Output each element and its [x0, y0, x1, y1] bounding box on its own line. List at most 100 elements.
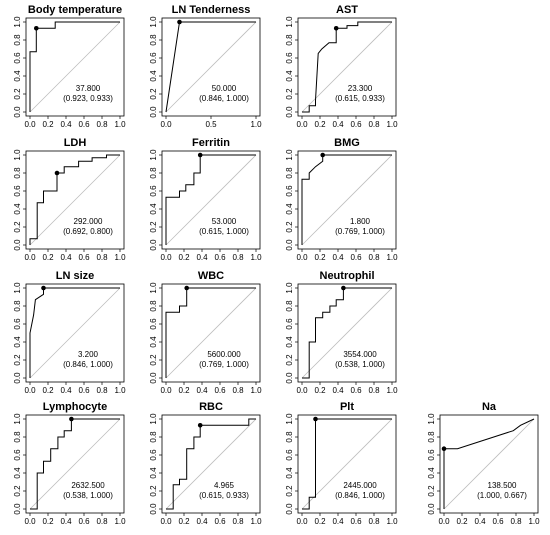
- threshold-point: [54, 170, 60, 176]
- reference-diagonal: [165, 154, 257, 246]
- x-tick-label: 0.4: [196, 386, 208, 395]
- panel-title: Na: [482, 401, 497, 413]
- y-tick-label: 0.2: [13, 221, 22, 233]
- reference-diagonal: [29, 154, 121, 246]
- plot-frame: [297, 414, 397, 514]
- x-tick-label: 1.0: [250, 253, 262, 262]
- y-tick-label: 0.8: [285, 167, 294, 179]
- x-tick-label: 0.6: [78, 517, 90, 526]
- x-tick-label: 0.2: [178, 386, 190, 395]
- x-tick-label: 0.5: [205, 120, 217, 129]
- x-tick-label: 0.2: [314, 253, 326, 262]
- reference-diagonal: [165, 418, 257, 510]
- x-tick-label: 1.0: [250, 120, 262, 129]
- plot-frame: [25, 283, 125, 383]
- y-tick-label: 1.0: [285, 16, 294, 28]
- threshold-label: 1.800: [350, 217, 371, 226]
- threshold-label: 23.300: [348, 84, 373, 93]
- threshold-label: 37.800: [76, 84, 101, 93]
- y-tick-label: 0.0: [149, 503, 158, 515]
- y-tick-label: 1.0: [427, 413, 436, 425]
- y-tick-label: 0.8: [285, 431, 294, 443]
- ci-label: (0.846, 1.000): [335, 491, 385, 500]
- x-tick-label: 0.4: [60, 386, 72, 395]
- y-tick-label: 0.4: [149, 70, 158, 82]
- threshold-point: [341, 285, 346, 291]
- y-tick-label: 0.8: [149, 34, 158, 46]
- x-tick-label: 0.0: [160, 120, 172, 129]
- roc-panel: Plt 0.0 0.2 0.4 0.6 0.8 1.0 0.0 0.2 0.4 0.6 0.8 1.0 2…: [285, 401, 398, 526]
- threshold-point: [197, 423, 203, 428]
- x-tick-label: 0.0: [296, 120, 308, 129]
- x-tick-label: 0.4: [60, 517, 72, 526]
- ci-label: (0.846, 1.000): [199, 94, 249, 103]
- x-tick-label: 0.2: [178, 253, 190, 262]
- x-tick-label: 1.0: [386, 386, 398, 395]
- reference-diagonal: [301, 418, 393, 510]
- roc-panel: BMG 0.0 0.2 0.4 0.6 0.8 1.0 0.0 0.2 0.4 0.6 0.8 1.0 1…: [285, 137, 398, 262]
- x-tick-label: 0.4: [60, 120, 72, 129]
- roc-panel: LDH 0.0 0.2 0.4 0.6 0.8 1.0 0.0 0.2 0.4 0.6 0.8 1.0 2…: [13, 137, 126, 262]
- x-tick-label: 0.0: [24, 386, 36, 395]
- x-tick-label: 0.6: [214, 253, 226, 262]
- x-tick-label: 1.0: [114, 386, 126, 395]
- y-tick-label: 0.8: [149, 167, 158, 179]
- reference-diagonal: [301, 154, 393, 246]
- y-tick-label: 0.6: [149, 318, 158, 330]
- y-tick-label: 0.8: [285, 300, 294, 312]
- threshold-label: 4.965: [214, 481, 235, 490]
- panel-title: WBC: [198, 270, 224, 282]
- ci-label: (0.615, 0.933): [199, 491, 249, 500]
- threshold-point: [333, 26, 339, 31]
- y-tick-label: 1.0: [285, 149, 294, 161]
- ci-label: (0.846, 1.000): [63, 360, 113, 369]
- threshold-point: [41, 285, 46, 291]
- x-tick-label: 0.6: [492, 517, 504, 526]
- x-tick-label: 0.6: [350, 386, 362, 395]
- y-tick-label: 1.0: [13, 413, 22, 425]
- ci-label: (0.769, 1.000): [199, 360, 249, 369]
- y-tick-label: 1.0: [13, 282, 22, 294]
- reference-diagonal: [29, 418, 121, 510]
- roc-curve: [302, 21, 392, 113]
- roc-curve: [165, 154, 256, 245]
- panel-title: Lymphocyte: [43, 401, 107, 413]
- y-tick-label: 0.0: [427, 503, 436, 515]
- y-tick-label: 1.0: [149, 16, 158, 28]
- roc-panel: Lymphocyte 0.0 0.2 0.4 0.6 0.8 1.0 0.0 0.2 0.4 0.6…: [13, 401, 126, 526]
- y-tick-label: 0.2: [149, 485, 158, 497]
- x-tick-label: 1.0: [250, 517, 262, 526]
- y-tick-label: 0.6: [13, 185, 22, 197]
- y-tick-label: 0.0: [285, 372, 294, 384]
- y-tick-label: 0.4: [285, 203, 294, 215]
- plot-frame: [297, 283, 397, 383]
- plot-frame: [161, 414, 261, 514]
- x-tick-label: 0.8: [96, 120, 108, 129]
- y-tick-label: 0.2: [285, 221, 294, 233]
- x-tick-label: 0.8: [96, 386, 108, 395]
- plot-frame: [161, 283, 261, 383]
- y-tick-label: 0.6: [13, 52, 22, 64]
- ci-label: (0.923, 0.933): [63, 94, 113, 103]
- x-tick-label: 0.6: [214, 386, 226, 395]
- x-tick-label: 0.0: [296, 253, 308, 262]
- y-tick-label: 0.8: [13, 300, 22, 312]
- panel-title: AST: [336, 4, 358, 16]
- roc-panel: WBC 0.0 0.2 0.4 0.6 0.8 1.0 0.0 0.2 0.4 0.6 0.8 1.0 5…: [149, 270, 262, 395]
- reference-diagonal: [29, 21, 121, 113]
- y-tick-label: 0.4: [149, 203, 158, 215]
- plot-frame: [25, 17, 125, 117]
- x-tick-label: 0.4: [332, 386, 344, 395]
- x-tick-label: 0.6: [350, 253, 362, 262]
- y-tick-label: 0.4: [285, 70, 294, 82]
- reference-diagonal: [29, 287, 121, 379]
- panel-title: LN Tenderness: [172, 4, 251, 16]
- x-tick-label: 1.0: [528, 517, 540, 526]
- panel-title: RBC: [199, 401, 223, 413]
- ci-label: (0.692, 0.800): [63, 227, 113, 236]
- x-tick-label: 0.6: [214, 517, 226, 526]
- y-tick-label: 0.6: [285, 449, 294, 461]
- threshold-label: 2632.500: [71, 481, 105, 490]
- y-tick-label: 0.6: [285, 318, 294, 330]
